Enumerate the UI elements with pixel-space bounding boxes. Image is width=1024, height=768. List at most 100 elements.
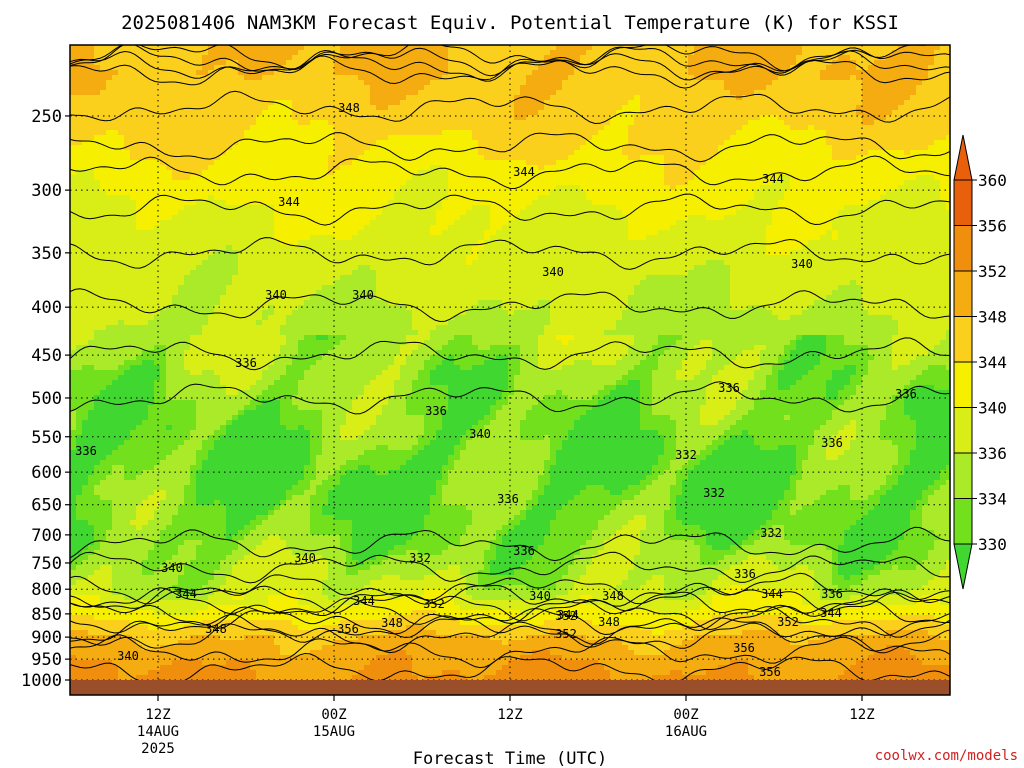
field-cell [868, 195, 875, 201]
field-cell [916, 130, 923, 136]
field-cell [610, 105, 617, 111]
field-cell [142, 90, 149, 96]
field-cell [580, 55, 587, 61]
field-cell [502, 180, 509, 186]
field-cell [670, 155, 677, 161]
field-cell [760, 115, 767, 121]
field-cell [472, 110, 479, 116]
field-cell [610, 55, 617, 61]
field-cell [904, 65, 911, 71]
field-cell [724, 130, 731, 136]
field-cell [346, 100, 353, 106]
field-cell [232, 190, 239, 196]
field-cell [154, 95, 161, 101]
field-cell [448, 90, 455, 96]
field-cell [508, 130, 515, 136]
field-cell [658, 45, 665, 51]
field-cell [436, 200, 443, 206]
field-cell [874, 65, 881, 71]
field-cell [190, 200, 197, 206]
field-cell [424, 120, 431, 126]
field-cell [844, 60, 851, 66]
field-cell [670, 175, 677, 181]
field-cell [118, 75, 125, 81]
field-cell [214, 90, 221, 96]
field-cell [94, 75, 101, 81]
field-cell [772, 160, 779, 166]
field-cell [550, 75, 557, 81]
field-cell [940, 200, 947, 206]
field-cell [286, 170, 293, 176]
field-cell [298, 70, 305, 76]
field-cell [838, 90, 845, 96]
field-cell [670, 55, 677, 61]
field-cell [310, 85, 317, 91]
field-cell [304, 140, 311, 146]
field-cell [484, 80, 491, 86]
field-cell [478, 95, 485, 101]
field-cell [904, 195, 911, 201]
field-cell [712, 105, 719, 111]
field-cell [604, 210, 611, 216]
field-cell [838, 85, 845, 91]
field-cell [232, 130, 239, 136]
field-cell [460, 150, 467, 156]
field-cell [148, 175, 155, 181]
field-cell [904, 75, 911, 81]
field-cell [418, 65, 425, 71]
field-cell [412, 180, 419, 186]
field-cell [682, 205, 689, 211]
field-cell [160, 135, 167, 141]
field-cell [94, 95, 101, 101]
field-cell [76, 155, 83, 161]
field-cell [766, 155, 773, 161]
field-cell [874, 165, 881, 171]
field-cell [148, 205, 155, 211]
field-cell [856, 190, 863, 196]
field-cell [70, 205, 77, 211]
field-cell [742, 205, 749, 211]
field-cell [508, 50, 515, 56]
field-cell [574, 200, 581, 206]
field-cell [562, 120, 569, 126]
field-cell [364, 175, 371, 181]
field-cell [406, 70, 413, 76]
field-cell [604, 190, 611, 196]
field-cell [664, 75, 671, 81]
field-cell [862, 140, 869, 146]
field-cell [364, 160, 371, 166]
field-cell [106, 60, 113, 66]
field-cell [196, 55, 203, 61]
field-cell [424, 45, 431, 51]
field-cell [634, 205, 641, 211]
field-cell [304, 95, 311, 101]
field-cell [412, 105, 419, 111]
field-cell [370, 145, 377, 151]
field-cell [808, 170, 815, 176]
field-cell [184, 155, 191, 161]
field-cell [748, 170, 755, 176]
field-cell [376, 85, 383, 91]
field-cell [532, 170, 539, 176]
field-cell [304, 120, 311, 126]
field-cell [166, 95, 173, 101]
field-cell [334, 80, 341, 86]
field-cell [730, 55, 737, 61]
field-cell [214, 125, 221, 131]
field-cell [562, 180, 569, 186]
field-cell [724, 155, 731, 161]
field-cell [796, 200, 803, 206]
field-cell [304, 55, 311, 61]
field-cell [934, 75, 941, 81]
field-cell [814, 190, 821, 196]
field-cell [454, 95, 461, 101]
field-cell [94, 185, 101, 191]
field-cell [652, 105, 659, 111]
field-cell [436, 120, 443, 126]
field-cell [400, 190, 407, 196]
field-cell [76, 205, 83, 211]
field-cell [88, 75, 95, 81]
field-cell [724, 70, 731, 76]
field-cell [808, 90, 815, 96]
field-cell [304, 195, 311, 201]
